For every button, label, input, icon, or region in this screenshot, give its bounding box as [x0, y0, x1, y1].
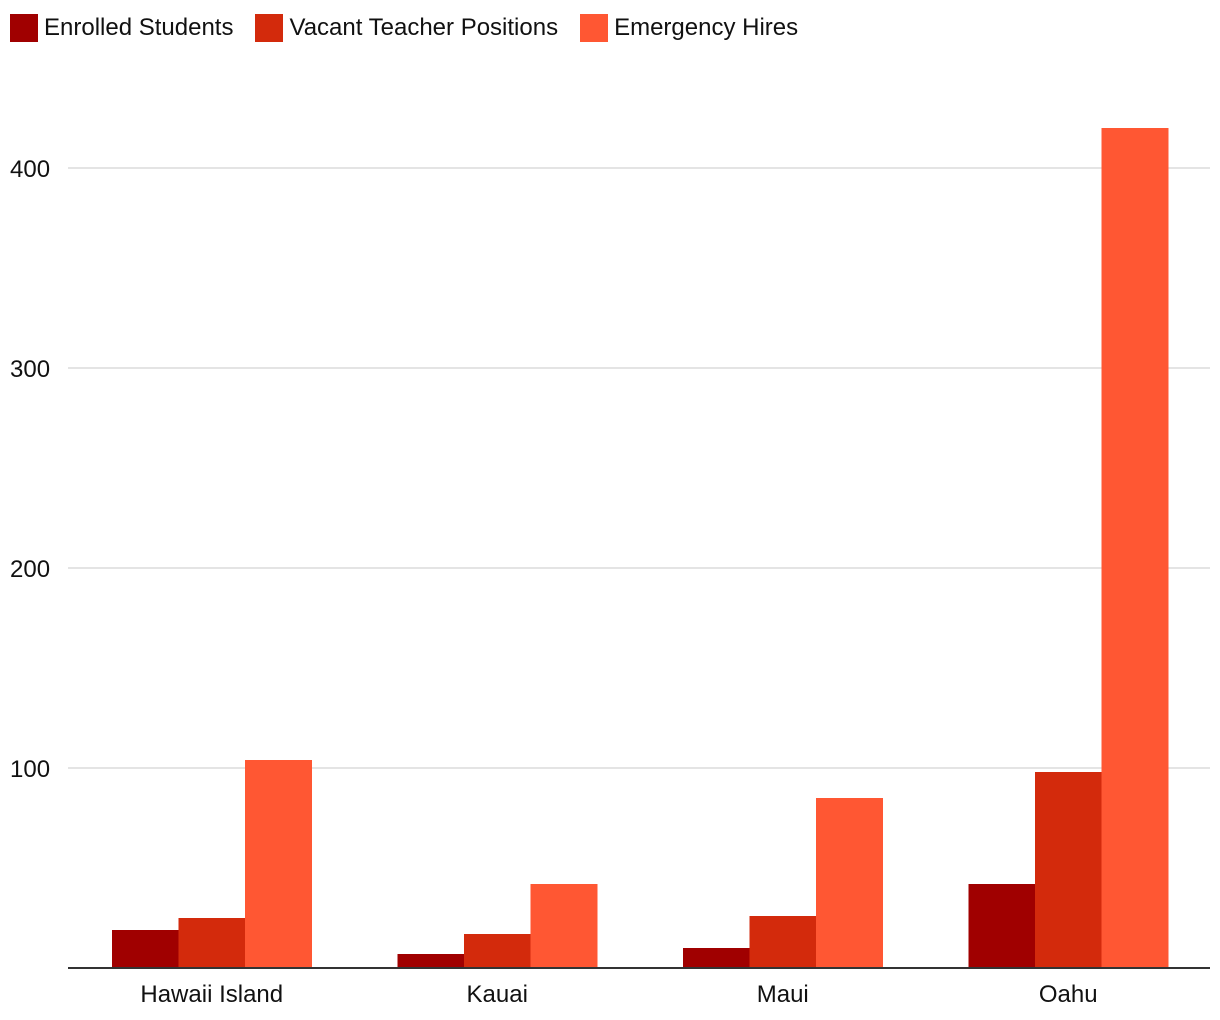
legend-swatch-enrolled-students: [10, 14, 38, 42]
x-tick-label: Hawaii Island: [140, 981, 283, 1008]
bar-emergency-hires: [245, 760, 312, 968]
legend-item-enrolled-students: Enrolled Students: [10, 14, 233, 42]
bar-enrolled-students: [112, 930, 179, 968]
y-tick-label: 400: [10, 156, 50, 183]
legend-swatch-vacant-teacher-positions: [255, 14, 284, 42]
grid-layer: [68, 167, 1210, 769]
bar-vacant-teacher-positions: [178, 918, 246, 968]
bar-vacant-teacher-positions: [464, 934, 531, 968]
y-tick-label: 200: [10, 556, 50, 583]
axis-layer: 100 200 300 400 Hawaii Island Kauai Maui Oahu: [10, 156, 1210, 1008]
x-tick-label: Oahu: [1039, 981, 1098, 1008]
bar-emergency-hires: [1101, 128, 1169, 968]
legend-label: Enrolled Students: [44, 14, 234, 41]
bar-emergency-hires: [530, 884, 598, 968]
bar-enrolled-students: [683, 948, 750, 968]
bar-vacant-teacher-positions: [1035, 772, 1102, 968]
legend-item-vacant-teacher-positions: Vacant Teacher Positions: [255, 14, 558, 42]
bar-enrolled-students: [968, 884, 1036, 968]
x-tick-label: Maui: [757, 981, 809, 1008]
bar-layer: [112, 128, 1169, 968]
bar-emergency-hires: [816, 798, 883, 968]
legend-item-emergency-hires: Emergency Hires: [580, 14, 798, 42]
legend-label: Emergency Hires: [614, 14, 799, 41]
y-tick-label: 300: [10, 356, 50, 383]
bar-vacant-teacher-positions: [749, 916, 817, 968]
x-tick-label: Kauai: [467, 981, 528, 1008]
legend: Enrolled Students Vacant Teacher Positio…: [10, 14, 820, 42]
bar-enrolled-students: [397, 954, 465, 968]
legend-label: Vacant Teacher Positions: [289, 14, 559, 41]
legend-swatch-emergency-hires: [580, 14, 609, 42]
y-tick-label: 100: [10, 756, 50, 783]
